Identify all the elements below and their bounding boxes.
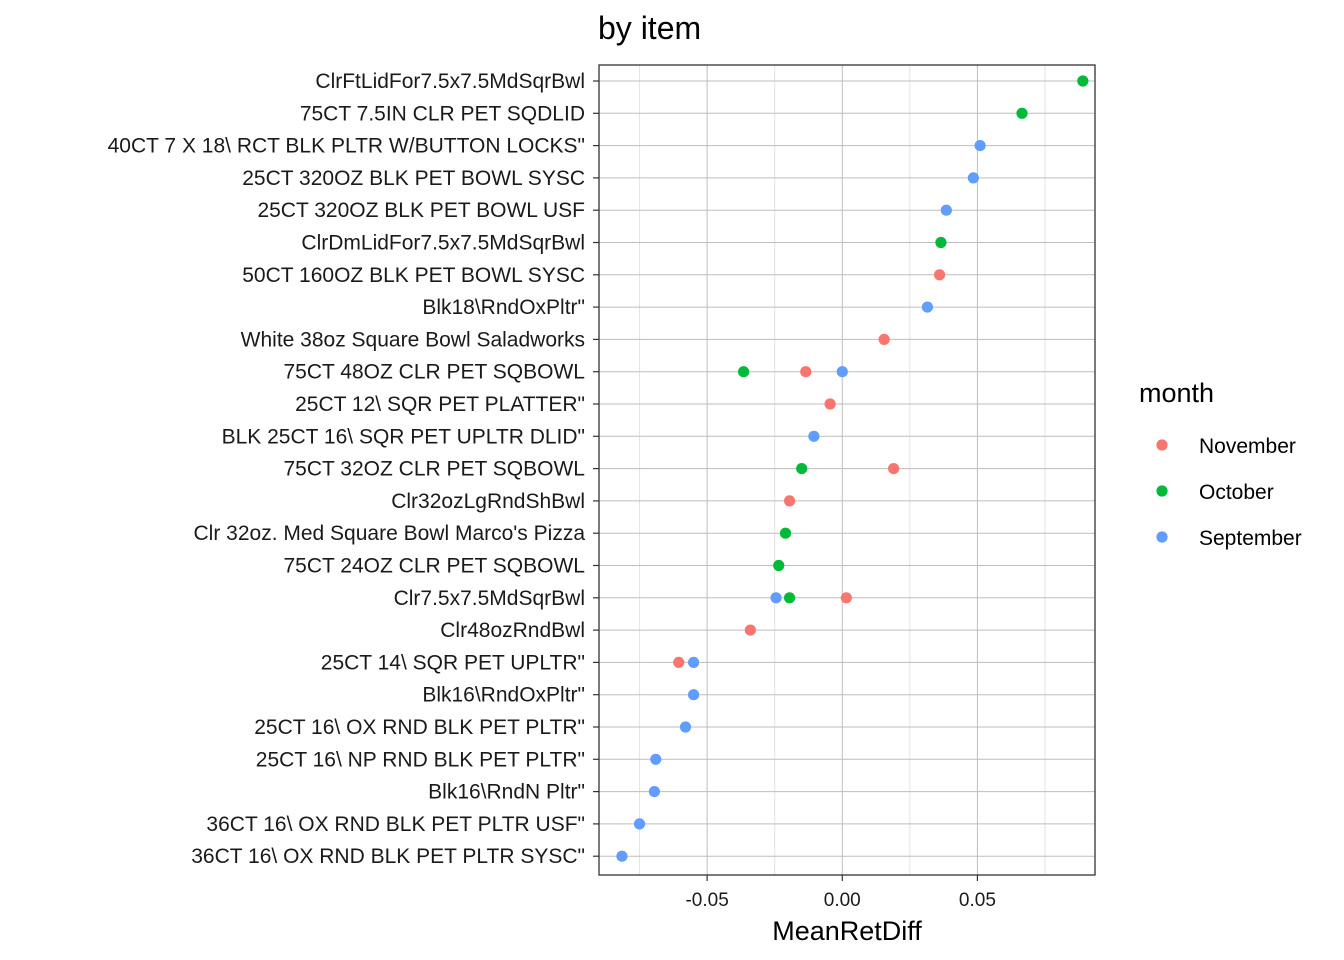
y-tick-label: Clr32ozLgRndShBwl [391,490,585,513]
y-tick-label: ClrFtLidFor7.5x7.5MdSqrBwl [315,70,585,93]
legend-title: month [1139,378,1214,408]
point-november [744,624,756,636]
point-september [633,818,646,830]
point-october [779,527,792,539]
y-tick-label: Clr7.5x7.5MdSqrBwl [394,587,585,610]
point-september [688,689,700,701]
point-september [808,430,820,442]
point-november [673,656,685,669]
point-october [1016,107,1028,119]
point-september [648,786,661,798]
legend-label-september: September [1199,527,1302,550]
y-tick-label: BLK 25CT 16\ SQR PET UPLTR DLID" [222,425,585,448]
y-tick-label: Blk18\RndOxPltr" [422,296,585,319]
point-october [796,463,808,475]
y-tick-label: 40CT 7 X 18\ RCT BLK PLTR W/BUTTON LOCKS… [108,135,585,158]
x-tick-label: 0.00 [824,890,861,911]
point-september [836,366,848,378]
y-tick-label: 75CT 24OZ CLR PET SQBOWL [284,555,586,578]
y-tick-label: 25CT 12\ SQR PET PLATTER" [295,393,585,416]
point-september [770,592,782,604]
point-september [974,140,986,152]
y-tick-label: Clr48ozRndBwl [440,619,585,642]
point-november [878,333,890,345]
point-september [921,301,934,313]
point-october [935,236,947,249]
point-october [783,592,796,604]
y-tick-label: 36CT 16\ OX RND BLK PET PLTR USF" [206,813,585,836]
y-axis-labels: ClrFtLidFor7.5x7.5MdSqrBwl 75CT 7.5IN CLR… [108,70,599,868]
legend: month November October September [1139,378,1302,550]
point-october [773,559,785,572]
point-november [824,398,836,410]
x-tick-label: 0.05 [959,890,996,911]
y-tick-label: 25CT 14\ SQR PET UPLTR" [321,651,585,674]
y-tick-label: 25CT 16\ OX RND BLK PET PLTR" [254,716,585,739]
point-november [800,366,812,378]
point-november [840,592,852,604]
point-september [650,753,662,765]
legend-key-november [1156,439,1168,451]
y-tick-label: 75CT 32OZ CLR PET SQBOWL [284,458,586,481]
legend-key-september [1156,531,1168,543]
point-september [616,850,628,862]
legend-label-october: October [1199,481,1274,504]
point-september [679,721,692,733]
chart-title: by item [598,10,701,46]
y-tick-label: Clr 32oz. Med Square Bowl Marco's Pizza [194,522,586,545]
point-november [933,269,946,281]
data-points [616,75,1089,862]
point-september [967,172,979,184]
point-october [738,366,750,378]
legend-label-november: November [1199,435,1296,458]
minor-gridlines [639,65,1046,875]
y-tick-label: ClrDmLidFor7.5x7.5MdSqrBwl [301,232,585,255]
y-tick-label: 25CT 320OZ BLK PET BOWL USF [257,199,585,222]
point-november [888,463,900,475]
point-september [688,656,700,669]
x-axis-ticks: -0.05 0.00 0.05 [685,875,996,911]
y-tick-label: Blk16\RndN Pltr" [428,781,585,804]
x-axis-title: MeanRetDiff [772,916,922,946]
legend-key-october [1156,485,1168,497]
major-gridlines [599,65,1095,875]
y-tick-label: Blk16\RndOxPltr" [422,684,585,707]
y-tick-label: 36CT 16\ OX RND BLK PET PLTR SYSC" [191,845,585,868]
y-tick-label: 25CT 16\ NP RND BLK PET PLTR" [256,748,585,771]
point-november [783,495,796,507]
point-september [940,204,952,216]
y-tick-label: 75CT 48OZ CLR PET SQBOWL [284,361,586,384]
x-tick-label: -0.05 [685,890,728,911]
point-october [1077,75,1089,87]
y-tick-label: 75CT 7.5IN CLR PET SQDLID [300,102,585,125]
y-tick-label: 50CT 160OZ BLK PET BOWL SYSC [242,264,585,287]
plot-panel-border [598,64,1096,876]
y-tick-label: 25CT 320OZ BLK PET BOWL SYSC [242,167,585,190]
y-tick-label: White 38oz Square Bowl Saladworks [241,328,585,351]
